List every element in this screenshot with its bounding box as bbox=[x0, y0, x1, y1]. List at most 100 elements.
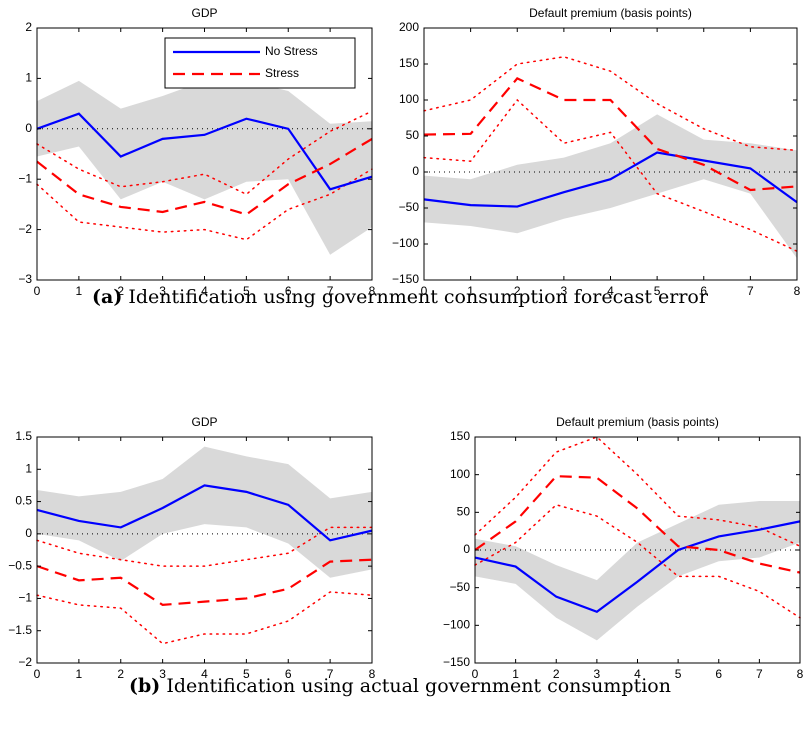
x-tick-label: 3 bbox=[594, 667, 601, 681]
y-tick-label: 0 bbox=[25, 526, 32, 540]
x-tick-label: 1 bbox=[76, 667, 83, 681]
x-tick-label: 7 bbox=[747, 284, 754, 298]
x-tick-label: 3 bbox=[159, 284, 166, 298]
y-tick-label: −150 bbox=[392, 272, 419, 286]
x-tick-label: 0 bbox=[34, 284, 41, 298]
x-tick-label: 2 bbox=[117, 667, 124, 681]
x-tick-label: 4 bbox=[607, 284, 614, 298]
confidence-band bbox=[475, 501, 800, 641]
y-tick-label: 100 bbox=[399, 92, 419, 106]
caption-label: (b) bbox=[129, 675, 160, 697]
caption: (a) Identification using government cons… bbox=[92, 286, 709, 308]
x-tick-label: 2 bbox=[514, 284, 521, 298]
y-tick-label: 0 bbox=[463, 542, 470, 556]
x-tick-label: 4 bbox=[201, 667, 208, 681]
chart-title: Default premium (basis points) bbox=[556, 415, 719, 429]
x-tick-label: 2 bbox=[553, 667, 560, 681]
legend-box bbox=[164, 37, 356, 89]
y-tick-label: 200 bbox=[399, 20, 419, 34]
x-tick-label: 4 bbox=[201, 284, 208, 298]
y-tick-label: −150 bbox=[443, 655, 470, 669]
x-tick-label: 0 bbox=[472, 667, 479, 681]
caption: (b) Identification using actual governme… bbox=[129, 675, 671, 697]
y-tick-label: 1.5 bbox=[15, 429, 32, 443]
series-line bbox=[36, 137, 373, 216]
y-tick-label: −2 bbox=[18, 222, 32, 236]
y-tick-label: 0 bbox=[412, 164, 419, 178]
y-tick-label: 0.5 bbox=[15, 494, 32, 508]
y-tick-label: −50 bbox=[450, 580, 471, 594]
y-tick-label: 1 bbox=[25, 71, 32, 85]
chart-title: Default premium (basis points) bbox=[529, 6, 692, 20]
y-tick-label: −50 bbox=[399, 200, 420, 214]
x-tick-label: 5 bbox=[243, 667, 250, 681]
y-tick-label: 50 bbox=[457, 505, 471, 519]
confidence-band bbox=[37, 446, 372, 578]
series-line bbox=[423, 77, 798, 192]
y-tick-label: −1.5 bbox=[8, 623, 32, 637]
x-tick-label: 1 bbox=[512, 667, 519, 681]
x-tick-label: 1 bbox=[76, 284, 83, 298]
x-tick-label: 6 bbox=[715, 667, 722, 681]
y-tick-label: −100 bbox=[392, 236, 419, 250]
x-tick-label: 7 bbox=[327, 667, 334, 681]
y-tick-label: 100 bbox=[450, 467, 470, 481]
y-tick-label: 150 bbox=[399, 56, 419, 70]
confidence-bound bbox=[423, 56, 798, 152]
confidence-band bbox=[424, 114, 797, 259]
confidence-bound bbox=[36, 110, 373, 196]
x-tick-label: 3 bbox=[561, 284, 568, 298]
y-tick-label: 50 bbox=[406, 128, 420, 142]
chart-title: GDP bbox=[191, 415, 217, 429]
y-tick-label: 0 bbox=[25, 121, 32, 135]
y-tick-label: −0.5 bbox=[8, 558, 32, 572]
confidence-bound bbox=[474, 503, 801, 619]
x-tick-label: 3 bbox=[159, 667, 166, 681]
x-tick-label: 6 bbox=[285, 284, 292, 298]
x-tick-label: 7 bbox=[327, 284, 334, 298]
caption-text: Identification using actual government c… bbox=[166, 675, 671, 697]
x-tick-label: 8 bbox=[797, 667, 803, 681]
y-tick-label: −1 bbox=[18, 591, 32, 605]
x-tick-label: 8 bbox=[369, 667, 376, 681]
x-tick-label: 5 bbox=[654, 284, 661, 298]
chart-title: GDP bbox=[191, 6, 217, 20]
legend-label: No Stress bbox=[265, 44, 318, 58]
y-tick-label: 1 bbox=[25, 461, 32, 475]
x-tick-label: 4 bbox=[634, 667, 641, 681]
series-line bbox=[36, 484, 373, 542]
x-tick-label: 6 bbox=[700, 284, 707, 298]
series-line bbox=[474, 520, 801, 614]
series-line bbox=[423, 151, 798, 208]
series-line bbox=[474, 475, 801, 574]
confidence-bound bbox=[474, 436, 801, 547]
y-tick-label: −1 bbox=[18, 171, 32, 185]
x-tick-label: 1 bbox=[467, 284, 474, 298]
x-tick-label: 0 bbox=[34, 667, 41, 681]
x-tick-label: 8 bbox=[369, 284, 376, 298]
y-tick-label: 150 bbox=[450, 429, 470, 443]
series-line bbox=[36, 558, 373, 607]
x-tick-label: 2 bbox=[117, 284, 124, 298]
caption-label: (a) bbox=[92, 286, 122, 308]
y-tick-label: −3 bbox=[18, 272, 32, 286]
x-tick-label: 6 bbox=[285, 667, 292, 681]
x-tick-label: 8 bbox=[794, 284, 801, 298]
confidence-bound bbox=[36, 526, 373, 567]
x-tick-label: 5 bbox=[243, 284, 250, 298]
legend-label: Stress bbox=[265, 66, 299, 80]
confidence-bound bbox=[36, 591, 373, 645]
x-tick-label: 7 bbox=[756, 667, 763, 681]
x-tick-label: 0 bbox=[421, 284, 428, 298]
series-line bbox=[36, 112, 373, 191]
y-tick-label: 2 bbox=[25, 20, 32, 34]
confidence-bound bbox=[36, 168, 373, 241]
caption-text: Identification using government consumpt… bbox=[128, 286, 708, 308]
x-tick-label: 5 bbox=[675, 667, 682, 681]
confidence-band bbox=[37, 80, 372, 255]
y-tick-label: −100 bbox=[443, 618, 470, 632]
confidence-bound bbox=[423, 98, 798, 252]
y-tick-label: −2 bbox=[18, 655, 32, 669]
